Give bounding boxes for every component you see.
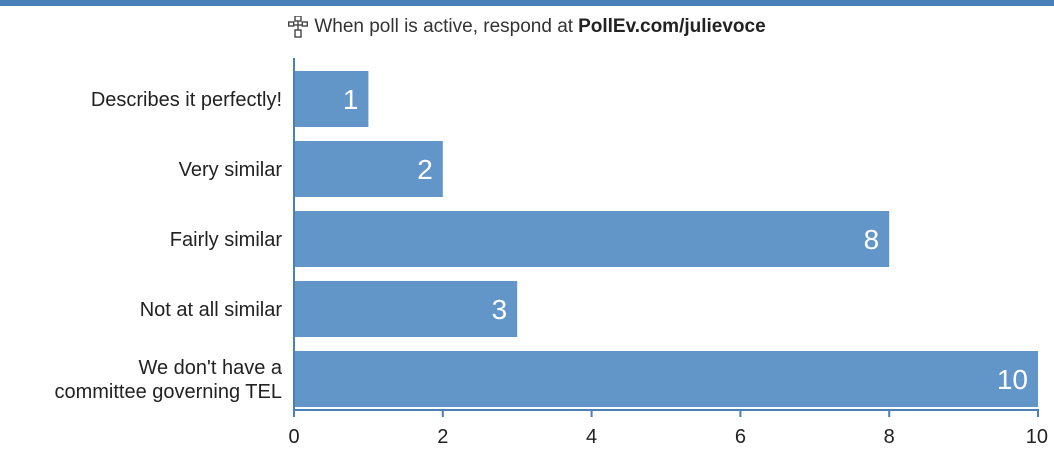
x-tick-label: 8 [884, 426, 895, 448]
poll-network-icon [288, 16, 309, 38]
header-text: When poll is active, respond at [314, 16, 574, 37]
poll-instruction-header: When poll is active, respond at PollEv.c… [0, 12, 1054, 42]
bar [294, 211, 890, 267]
bar [294, 351, 1038, 407]
category-label: committee governing TEL [54, 381, 282, 403]
bar [294, 71, 369, 127]
category-label: Very similar [179, 159, 283, 181]
bar [294, 281, 518, 337]
category-label: Not at all similar [140, 299, 283, 321]
x-tick-label: 2 [437, 426, 448, 448]
bar-value-label: 3 [492, 294, 508, 325]
x-tick-label: 10 [1026, 426, 1048, 448]
poll-url-link[interactable]: PollEv.com/julievoce [578, 16, 766, 37]
x-tick-label: 0 [288, 426, 299, 448]
x-tick-label: 4 [586, 426, 597, 448]
x-tick-label: 6 [735, 426, 746, 448]
category-label: Fairly similar [170, 229, 283, 251]
bar-value-label: 2 [417, 154, 433, 185]
bar [294, 141, 443, 197]
category-label: Describes it perfectly! [91, 89, 282, 111]
category-label: We don't have a [138, 357, 282, 379]
bar-value-label: 8 [864, 224, 880, 255]
bar-value-label: 1 [343, 84, 359, 115]
bar-value-label: 10 [997, 364, 1028, 395]
top-accent-bar [0, 0, 1054, 6]
